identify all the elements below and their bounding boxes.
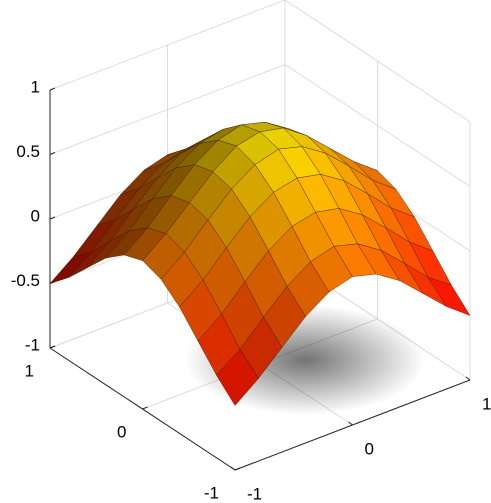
z-tick-label: 1 (31, 77, 40, 96)
grid-line (284, 0, 471, 123)
tick-mark (49, 152, 56, 155)
y-tick-label: 0 (117, 422, 126, 441)
surface (49, 121, 471, 406)
tick-mark (230, 466, 236, 471)
grid-line (49, 0, 286, 91)
x-tick-label: -1 (247, 484, 262, 503)
tick-mark (465, 376, 471, 381)
tick-mark (49, 87, 56, 91)
tick-mark (49, 345, 56, 349)
z-tick-label: 0 (31, 206, 40, 225)
tick-mark (348, 421, 353, 426)
z-tick-label: -1 (25, 335, 40, 354)
tick-labels: -1 -0.5 0 0.5 1 -1 0 1 -1 0 1 (11, 77, 491, 503)
tick-mark (49, 216, 56, 220)
x-tick-label: 0 (365, 439, 374, 458)
tick-mark (142, 406, 148, 410)
tick-mark (234, 467, 241, 471)
axes (49, 87, 471, 471)
y-tick-label: 1 (25, 361, 34, 380)
x-tick-label: 1 (482, 394, 491, 413)
z-tick-label: -0.5 (11, 271, 40, 290)
z-tick-label: 0.5 (16, 142, 40, 161)
grid-line (284, 64, 471, 187)
y-tick-label: -1 (204, 483, 219, 502)
surface-patch (216, 349, 259, 406)
grid-line (49, 64, 286, 155)
